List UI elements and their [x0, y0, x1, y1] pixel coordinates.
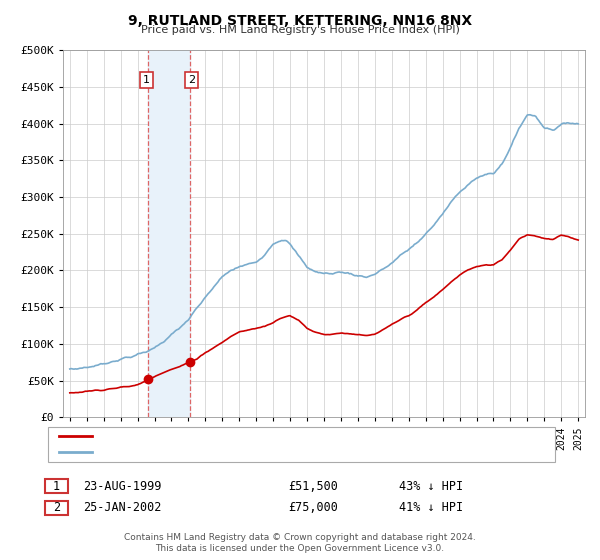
Text: £51,500: £51,500: [288, 479, 338, 493]
Text: 23-AUG-1999: 23-AUG-1999: [83, 479, 161, 493]
Text: Price paid vs. HM Land Registry's House Price Index (HPI): Price paid vs. HM Land Registry's House …: [140, 25, 460, 35]
Text: £75,000: £75,000: [288, 501, 338, 515]
Text: 25-JAN-2002: 25-JAN-2002: [83, 501, 161, 515]
Text: This data is licensed under the Open Government Licence v3.0.: This data is licensed under the Open Gov…: [155, 544, 445, 553]
Text: Contains HM Land Registry data © Crown copyright and database right 2024.: Contains HM Land Registry data © Crown c…: [124, 533, 476, 542]
Text: 1: 1: [143, 74, 150, 85]
Text: 2: 2: [53, 501, 60, 515]
Text: 43% ↓ HPI: 43% ↓ HPI: [399, 479, 463, 493]
Text: HPI: Average price, detached house, North Northamptonshire: HPI: Average price, detached house, Nort…: [99, 447, 461, 458]
Text: 9, RUTLAND STREET, KETTERING, NN16 8NX: 9, RUTLAND STREET, KETTERING, NN16 8NX: [128, 14, 472, 28]
Text: 41% ↓ HPI: 41% ↓ HPI: [399, 501, 463, 515]
Text: 2: 2: [188, 74, 195, 85]
Text: 9, RUTLAND STREET, KETTERING, NN16 8NX (detached house): 9, RUTLAND STREET, KETTERING, NN16 8NX (…: [99, 431, 443, 441]
Text: 1: 1: [53, 479, 60, 493]
Bar: [148, 50, 190, 417]
